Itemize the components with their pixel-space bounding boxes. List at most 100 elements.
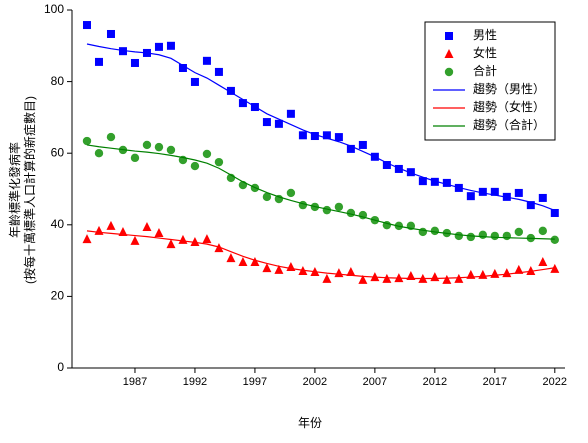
- point: [142, 221, 152, 231]
- point: [262, 192, 272, 202]
- point: [310, 132, 319, 141]
- legend-box: [424, 21, 556, 141]
- point: [550, 208, 559, 217]
- legend-label: 趨勢（女性）: [473, 99, 545, 114]
- point: [430, 226, 440, 236]
- point: [526, 265, 536, 275]
- point: [478, 269, 488, 279]
- point: [226, 253, 236, 263]
- point: [130, 58, 139, 67]
- point: [334, 133, 343, 142]
- point: [466, 232, 476, 242]
- point: [286, 262, 296, 272]
- point: [490, 231, 500, 241]
- point: [250, 257, 260, 267]
- point: [238, 257, 248, 267]
- legend-label: 男性: [473, 28, 497, 42]
- point: [202, 149, 212, 159]
- point: [106, 132, 116, 142]
- trend-line: [86, 43, 556, 212]
- y-tick-label: 80: [51, 74, 65, 88]
- point: [538, 257, 548, 267]
- point: [130, 153, 140, 163]
- point: [418, 227, 428, 237]
- point: [514, 264, 524, 274]
- point: [514, 188, 523, 197]
- point: [406, 270, 416, 280]
- legend-label: 合計: [473, 63, 497, 78]
- point: [94, 149, 104, 158]
- point: [382, 161, 391, 170]
- y-axis-label: (按每十萬標準人口計算的新症數目): [22, 96, 37, 284]
- point: [238, 99, 247, 108]
- x-tick-label: 1987: [123, 376, 147, 388]
- point: [166, 41, 175, 50]
- point: [418, 177, 427, 186]
- legend-swatch: [444, 49, 454, 58]
- point: [214, 157, 224, 167]
- point: [490, 187, 499, 196]
- legend-label: 趨勢（合計）: [473, 117, 545, 132]
- point: [478, 230, 488, 240]
- x-tick-label: 2012: [423, 376, 447, 388]
- point: [442, 274, 452, 284]
- point: [154, 142, 164, 152]
- point: [550, 235, 560, 245]
- point: [154, 228, 164, 238]
- point: [286, 188, 296, 198]
- point: [430, 272, 440, 282]
- point: [454, 231, 464, 241]
- point: [322, 131, 331, 140]
- x-tick-label: 2007: [363, 376, 387, 388]
- point: [346, 144, 355, 153]
- x-tick-label: 2017: [483, 376, 507, 388]
- point: [406, 168, 415, 177]
- point: [466, 192, 475, 201]
- point: [82, 21, 91, 30]
- point: [430, 177, 439, 186]
- point: [298, 131, 307, 140]
- point: [166, 145, 176, 155]
- point: [514, 227, 524, 237]
- point: [166, 239, 176, 249]
- point: [538, 226, 548, 236]
- x-tick-label: 2002: [303, 376, 327, 388]
- point: [526, 201, 535, 210]
- point: [130, 235, 140, 245]
- point: [502, 231, 512, 241]
- x-axis-label: 年份: [298, 416, 322, 430]
- y-tick-label: 60: [51, 145, 65, 159]
- legend-label: 趨勢（男性）: [473, 81, 545, 96]
- point: [190, 77, 199, 86]
- point: [190, 161, 200, 171]
- point: [394, 164, 403, 173]
- point: [334, 268, 344, 278]
- point: [202, 56, 211, 65]
- point: [94, 225, 104, 235]
- x-tick-label: 2022: [543, 376, 567, 388]
- x-tick-label: 1992: [183, 376, 207, 388]
- trend-line: [86, 144, 555, 240]
- point: [82, 234, 92, 244]
- point: [106, 220, 116, 230]
- y-tick-label: 20: [51, 289, 65, 303]
- point: [322, 273, 332, 283]
- point: [106, 29, 115, 38]
- y-tick-label: 40: [51, 217, 65, 231]
- point: [490, 268, 500, 278]
- point: [274, 119, 283, 128]
- point: [178, 63, 187, 72]
- point: [358, 140, 367, 149]
- point: [286, 109, 295, 118]
- point: [442, 178, 451, 187]
- point: [502, 268, 512, 278]
- point: [178, 234, 188, 244]
- y-tick-label: 100: [44, 2, 64, 16]
- y-axis-label: 年齡標準化發病率: [7, 142, 22, 238]
- y-tick-label: 0: [57, 360, 64, 374]
- point: [142, 140, 152, 150]
- point: [226, 86, 235, 95]
- point: [262, 118, 271, 127]
- point: [94, 57, 103, 66]
